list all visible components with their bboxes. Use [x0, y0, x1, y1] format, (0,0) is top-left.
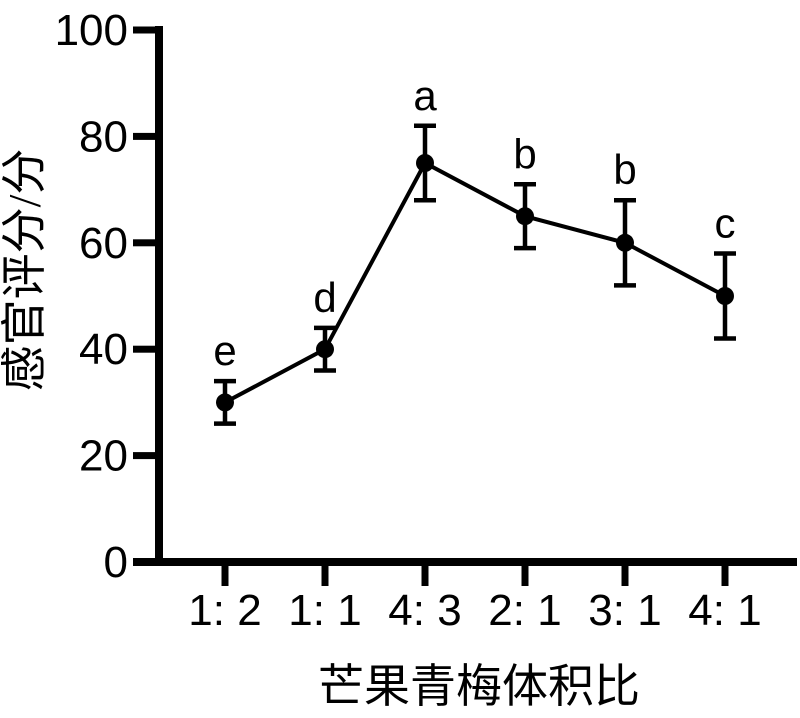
series-line: [224, 160, 726, 405]
y-tick-label: 60: [79, 219, 128, 268]
x-tick: [421, 562, 429, 586]
y-tick-label: 100: [55, 6, 128, 55]
x-axis-line: [133, 558, 797, 566]
data-series: e d a b b c: [213, 72, 736, 426]
x-tick-label: 2: 1: [488, 586, 561, 635]
x-tick-label: 3: 1: [588, 586, 661, 635]
y-tick: [133, 452, 159, 460]
point-label: e: [213, 327, 236, 374]
y-tick: [133, 239, 159, 247]
x-tick-label: 4: 3: [388, 586, 461, 635]
y-axis-title: 感官评分/分: [0, 149, 50, 392]
data-point: [516, 207, 534, 226]
x-tick-label: 1: 2: [188, 586, 261, 635]
y-tick: [133, 558, 159, 566]
point-label: a: [413, 72, 437, 119]
y-tick-label: 20: [79, 432, 128, 481]
y-tick: [133, 345, 159, 353]
x-tick-label: 4: 1: [688, 586, 761, 635]
point-label: b: [513, 130, 536, 177]
data-point: [616, 233, 634, 252]
y-tick-label: 80: [79, 112, 128, 161]
x-tick: [721, 562, 729, 586]
y-tick: [133, 26, 159, 34]
x-tick: [321, 562, 329, 586]
y-tick-label: 40: [79, 325, 128, 374]
data-point: [416, 154, 434, 172]
x-tick: [221, 562, 229, 586]
x-axis-title: 芒果青梅体积比: [318, 661, 640, 712]
point-label: b: [613, 146, 636, 193]
data-point: [316, 340, 334, 359]
data-point: [716, 287, 734, 305]
y-tick: [133, 132, 159, 140]
y-axis-line: [155, 26, 163, 566]
point-label: c: [715, 199, 736, 246]
x-tick: [521, 562, 529, 586]
x-tick-label: 1: 1: [288, 586, 361, 635]
axes: 0 20 40 60 80 100 1: 2 1: 1 4: 3 2: 1 3: 1 4: 1: [55, 6, 797, 635]
point-label: d: [313, 274, 336, 321]
x-tick: [621, 562, 629, 586]
y-tick-label: 0: [104, 538, 128, 587]
data-point: [216, 393, 234, 412]
